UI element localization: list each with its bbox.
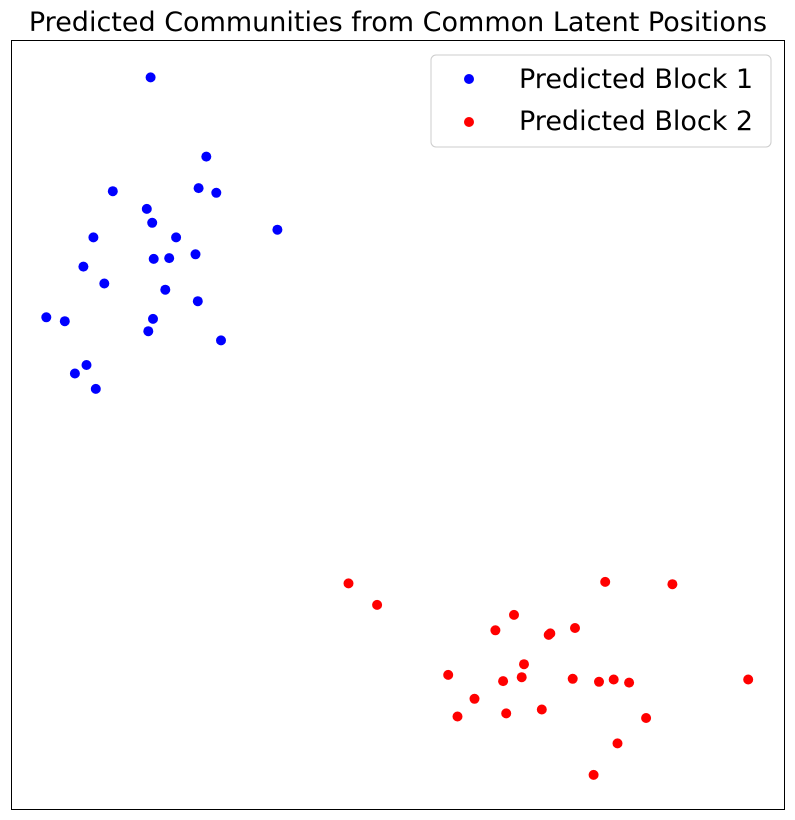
legend-marker-block-1	[464, 74, 474, 84]
point-block-1-8	[272, 224, 283, 235]
point-block-2-4	[372, 599, 383, 610]
point-block-2-19	[469, 693, 480, 704]
point-block-1-12	[148, 253, 159, 264]
point-block-1-22	[216, 335, 226, 346]
point-block-1-20	[148, 313, 158, 324]
point-block-1-23	[81, 360, 92, 370]
point-block-2-7	[570, 623, 580, 633]
point-block-1-24	[69, 368, 80, 379]
point-block-2-25	[588, 769, 599, 780]
point-block-2-24	[612, 738, 623, 749]
point-block-2-9	[543, 629, 554, 640]
point-block-1-11	[78, 261, 89, 272]
point-block-2-14	[498, 676, 509, 687]
legend-label-block-1: Predicted Block 1	[519, 64, 753, 95]
point-block-1-19	[59, 316, 70, 327]
point-block-2-23	[641, 713, 652, 723]
point-block-1-17	[192, 296, 203, 307]
point-block-2-6	[490, 625, 501, 636]
point-block-1-3	[107, 186, 118, 197]
point-block-1-7	[147, 217, 158, 228]
point-block-1-6	[141, 203, 152, 214]
point-block-2-12	[516, 672, 527, 683]
point-block-1-1	[145, 72, 156, 83]
plot-frame	[11, 40, 785, 810]
point-block-1-10	[171, 232, 182, 243]
point-block-2-17	[624, 677, 635, 688]
legend-marker-block-2	[464, 117, 474, 127]
point-block-2-5	[509, 609, 519, 620]
legend: Predicted Block 1 Predicted Block 2	[430, 54, 772, 148]
point-block-1-4	[193, 183, 204, 194]
point-block-2-2	[600, 576, 611, 587]
point-block-2-22	[501, 708, 512, 719]
point-block-1-5	[211, 187, 222, 198]
point-block-1-16	[160, 284, 171, 295]
point-block-2-15	[594, 676, 604, 687]
point-block-2-20	[536, 704, 547, 715]
point-block-2-1	[343, 578, 354, 589]
legend-label-block-2: Predicted Block 2	[519, 106, 753, 137]
point-block-2-21	[452, 711, 463, 722]
point-block-1-18	[41, 312, 52, 323]
point-block-2-11	[443, 669, 454, 680]
point-block-1-14	[190, 249, 201, 260]
point-block-1-15	[99, 278, 110, 289]
point-block-2-3	[667, 579, 678, 590]
point-block-2-16	[608, 674, 619, 685]
point-block-2-13	[567, 673, 578, 684]
chart-title: Predicted Communities from Common Latent…	[29, 7, 767, 38]
point-block-1-21	[143, 326, 154, 337]
legend-box	[430, 54, 772, 148]
point-block-1-25	[90, 383, 101, 394]
point-block-1-13	[164, 253, 175, 264]
point-block-2-10	[519, 659, 529, 670]
point-block-1-2	[201, 151, 212, 162]
point-block-1-9	[88, 232, 99, 243]
points-layer	[41, 72, 754, 780]
point-block-2-18	[743, 674, 754, 685]
